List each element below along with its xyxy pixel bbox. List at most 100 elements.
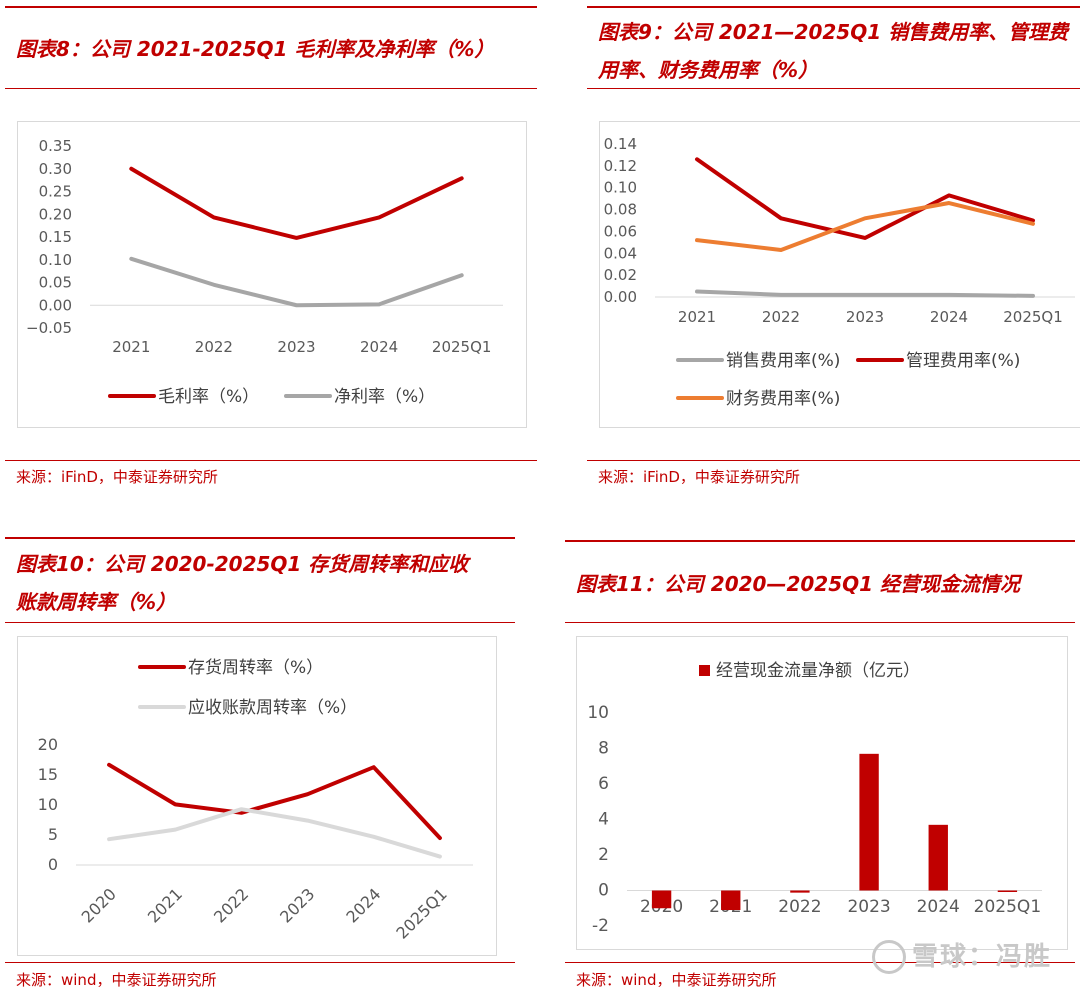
y-tick-label: 0.00 <box>39 296 72 314</box>
bar <box>721 890 741 911</box>
y-tick-label: 0.05 <box>39 274 72 292</box>
y-tick-label: 0 <box>48 855 58 874</box>
x-tick-label: 2024 <box>342 884 384 926</box>
y-tick-label: 0.15 <box>39 228 72 246</box>
watermark-text: 雪球：冯胜 <box>911 941 1052 972</box>
x-tick-label: 2022 <box>210 884 252 926</box>
y-tick-label: 0.20 <box>39 205 72 223</box>
y-tick-label: 0.35 <box>39 137 72 155</box>
series-line <box>695 289 1035 298</box>
series-line <box>107 807 442 859</box>
x-tick-label: 2024 <box>930 308 968 326</box>
x-tick-label: 2023 <box>847 897 890 917</box>
figure-9-source-rule <box>587 460 1080 461</box>
chart-expense-ratios: 0.14 0.12 0.10 0.08 0.06 0.04 0.02 0.00 2021 2022… <box>604 135 1075 409</box>
figure-8-title: 图表8：公司 2021-2025Q1 毛利率及净利率（%） <box>16 37 495 61</box>
y-tick-label: 0.25 <box>39 183 72 201</box>
watermark: 雪球：冯胜 <box>871 936 1052 974</box>
figure-8-source-rule <box>5 460 537 461</box>
legend-swatch <box>699 665 710 676</box>
y-tick-label: −0.05 <box>26 319 72 337</box>
series-line <box>695 201 1035 253</box>
x-tick-label: 2022 <box>778 897 821 917</box>
figure-9-top-rule <box>587 6 1080 8</box>
y-tick-label: 0.06 <box>604 222 637 240</box>
x-tick-label: 2023 <box>846 308 884 326</box>
figure-9-source: 来源：iFinD，中泰证券研究所 <box>598 468 800 486</box>
figure-11-title: 图表11：公司 2020—2025Q1 经营现金流情况 <box>576 572 1021 596</box>
x-tick-label: 2022 <box>762 308 800 326</box>
x-tick-label: 2025Q1 <box>432 338 492 356</box>
chart-gross-net-margin: 0.35 0.30 0.25 0.20 0.15 0.10 0.05 0.00 −0.05 202… <box>26 137 503 407</box>
bar <box>928 824 948 891</box>
chart-operating-cash-flow: 1086420-2202020212022202320242025Q1经营现金流… <box>587 661 1042 936</box>
x-tick-label: 2024 <box>917 897 960 917</box>
series-line <box>129 166 464 240</box>
y-tick-label: 15 <box>38 765 58 784</box>
y-tick-label: 10 <box>38 795 58 814</box>
x-tick-label: 2025Q1 <box>392 884 450 942</box>
y-tick-label: 2 <box>598 845 609 865</box>
legend-label: 经营现金流量净额（亿元） <box>716 661 920 681</box>
figure-10-source: 来源：wind，中泰证券研究所 <box>16 971 217 989</box>
figure-10-source-rule <box>5 962 515 963</box>
x-tick-label: 2025Q1 <box>1003 308 1063 326</box>
legend-label: 净利率（%） <box>334 387 435 407</box>
series-line <box>695 157 1035 240</box>
x-tick-label: 2024 <box>360 338 398 356</box>
figure-11-source: 来源：wind，中泰证券研究所 <box>576 971 777 989</box>
x-tick-label: 2022 <box>195 338 233 356</box>
chart-turnover-ratios: 20 15 10 5 0 2020 2021 2022 2023 2024 2025Q1 存货周转率（… <box>38 658 473 943</box>
series-line <box>129 256 464 308</box>
figure-11-source-rule <box>565 962 1075 963</box>
legend-label: 管理费用率(%) <box>906 351 1020 371</box>
figure-9-title-line-2: 用率、财务费用率（%） <box>598 58 819 82</box>
legend-label: 存货周转率（%） <box>188 658 323 678</box>
bar <box>997 890 1018 892</box>
y-tick-label: 4 <box>598 810 609 830</box>
legend-label: 财务费用率(%) <box>726 389 840 409</box>
figure-11-title-rule <box>565 622 1075 623</box>
y-tick-label: 0.02 <box>604 266 637 284</box>
figure-11-chart-frame: 1086420-2202020212022202320242025Q1经营现金流… <box>576 636 1068 950</box>
bar <box>859 753 879 891</box>
y-tick-label: 6 <box>598 774 609 794</box>
figure-10-top-rule <box>5 537 515 539</box>
series-line <box>107 762 442 840</box>
y-tick-label: 0.30 <box>39 160 72 178</box>
y-tick-label: 0.12 <box>604 157 637 175</box>
figure-8-source: 来源：iFinD，中泰证券研究所 <box>16 468 218 486</box>
x-tick-label: 2023 <box>276 884 318 926</box>
figure-9-chart-frame: 0.14 0.12 0.10 0.08 0.06 0.04 0.02 0.00 2021 2022… <box>599 121 1080 428</box>
y-tick-label: 0 <box>598 881 609 901</box>
figure-9-title-rule <box>587 88 1080 89</box>
x-tick-label: 2021 <box>112 338 150 356</box>
y-tick-label: 0.10 <box>604 179 637 197</box>
y-tick-label: 10 <box>587 703 609 723</box>
y-tick-label: 0.08 <box>604 201 637 219</box>
legend-label: 毛利率（%） <box>158 387 259 407</box>
figure-8-top-rule <box>5 6 537 8</box>
figure-10-chart-frame: 20 15 10 5 0 2020 2021 2022 2023 2024 2025Q1 存货周转率（… <box>17 636 497 956</box>
figure-8-chart-frame: 0.35 0.30 0.25 0.20 0.15 0.10 0.05 0.00 −0.05 202… <box>17 121 527 428</box>
x-tick-label: 2025Q1 <box>974 897 1041 917</box>
legend-label: 应收账款周转率（%） <box>188 698 357 718</box>
figure-10-title-line-2: 账款周转率（%） <box>16 590 177 614</box>
y-tick-label: 0.14 <box>604 135 637 153</box>
figure-9-title-line-1: 图表9：公司 2021—2025Q1 销售费用率、管理费 <box>598 20 1069 44</box>
legend-label: 销售费用率(%) <box>726 351 840 371</box>
x-tick-label: 2020 <box>78 884 120 926</box>
figure-8-title-rule <box>5 88 537 89</box>
y-tick-label: 0.10 <box>39 251 72 269</box>
figure-11-top-rule <box>565 540 1075 542</box>
y-tick-label: 8 <box>598 739 609 759</box>
y-tick-label: 20 <box>38 735 58 754</box>
figure-10-title-rule <box>5 622 515 623</box>
x-tick-label: 2021 <box>144 884 186 926</box>
snowball-logo-icon <box>871 940 906 974</box>
x-tick-label: 2023 <box>277 338 315 356</box>
y-tick-label: -2 <box>592 916 609 936</box>
x-tick-label: 2021 <box>678 308 716 326</box>
y-tick-label: 0.00 <box>604 288 637 306</box>
bar <box>651 890 672 909</box>
